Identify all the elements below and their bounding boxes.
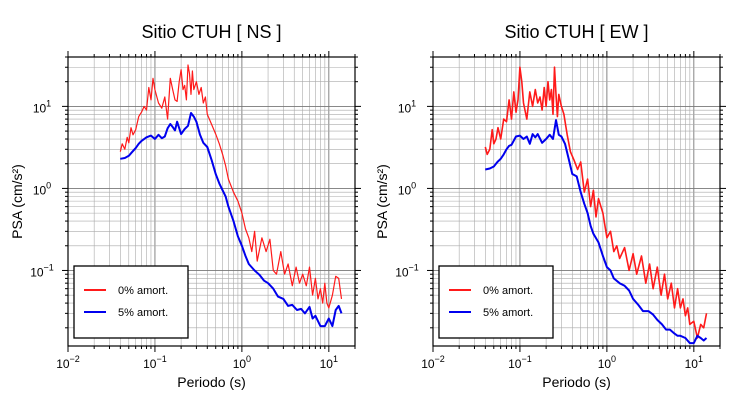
series-line-2 [485,119,708,345]
x-tick-label: 10−1 [508,354,532,371]
legend-label: 5% amort. [483,307,533,319]
y-tick-label: 10−1 [395,262,419,279]
x-tick-label: 10−1 [143,354,167,371]
y-axis-label: PSA (cm/s²) [374,164,390,239]
legend-box [438,265,554,339]
legend-label: 0% amort. [118,285,168,297]
x-tick-label: 101 [685,354,703,371]
x-tick-label: 100 [233,354,251,371]
legend: 0% amort. 5% amort. [73,265,189,339]
chart-title: Sitio CTUH [ EW ] [504,22,648,42]
legend-label: 5% amort. [118,307,168,319]
chart-title: Sitio CTUH [ NS ] [141,22,281,42]
series-line-2 [120,112,343,328]
y-tick-label: 10−1 [30,262,54,279]
chart-panel-1: 10−2 10−1 100 101 10−1 100 101 Sitio CTUH [ NS … [9,22,361,390]
x-tick-label: 101 [320,354,338,371]
y-tick-label: 100 [398,180,416,197]
x-axis-label: Periodo (s) [177,374,245,390]
y-tick-label: 101 [33,98,51,115]
x-axis-label: Periodo (s) [542,374,610,390]
legend: 0% amort. 5% amort. [438,265,554,339]
x-tick-label: 10−2 [56,354,80,371]
x-tick-label: 100 [598,354,616,371]
y-tick-label: 101 [398,98,416,115]
series-line-1 [119,64,343,309]
x-tick-label: 10−2 [421,354,445,371]
legend-label: 0% amort. [483,285,533,297]
chart-panel-2: 10−2 10−1 100 101 10−1 100 101 Sitio CTUH [ EW … [374,22,726,390]
y-tick-label: 100 [33,180,51,197]
grid [67,56,356,346]
legend-box [73,265,189,339]
series-line-1 [484,66,708,339]
y-axis-label: PSA (cm/s²) [9,164,25,239]
